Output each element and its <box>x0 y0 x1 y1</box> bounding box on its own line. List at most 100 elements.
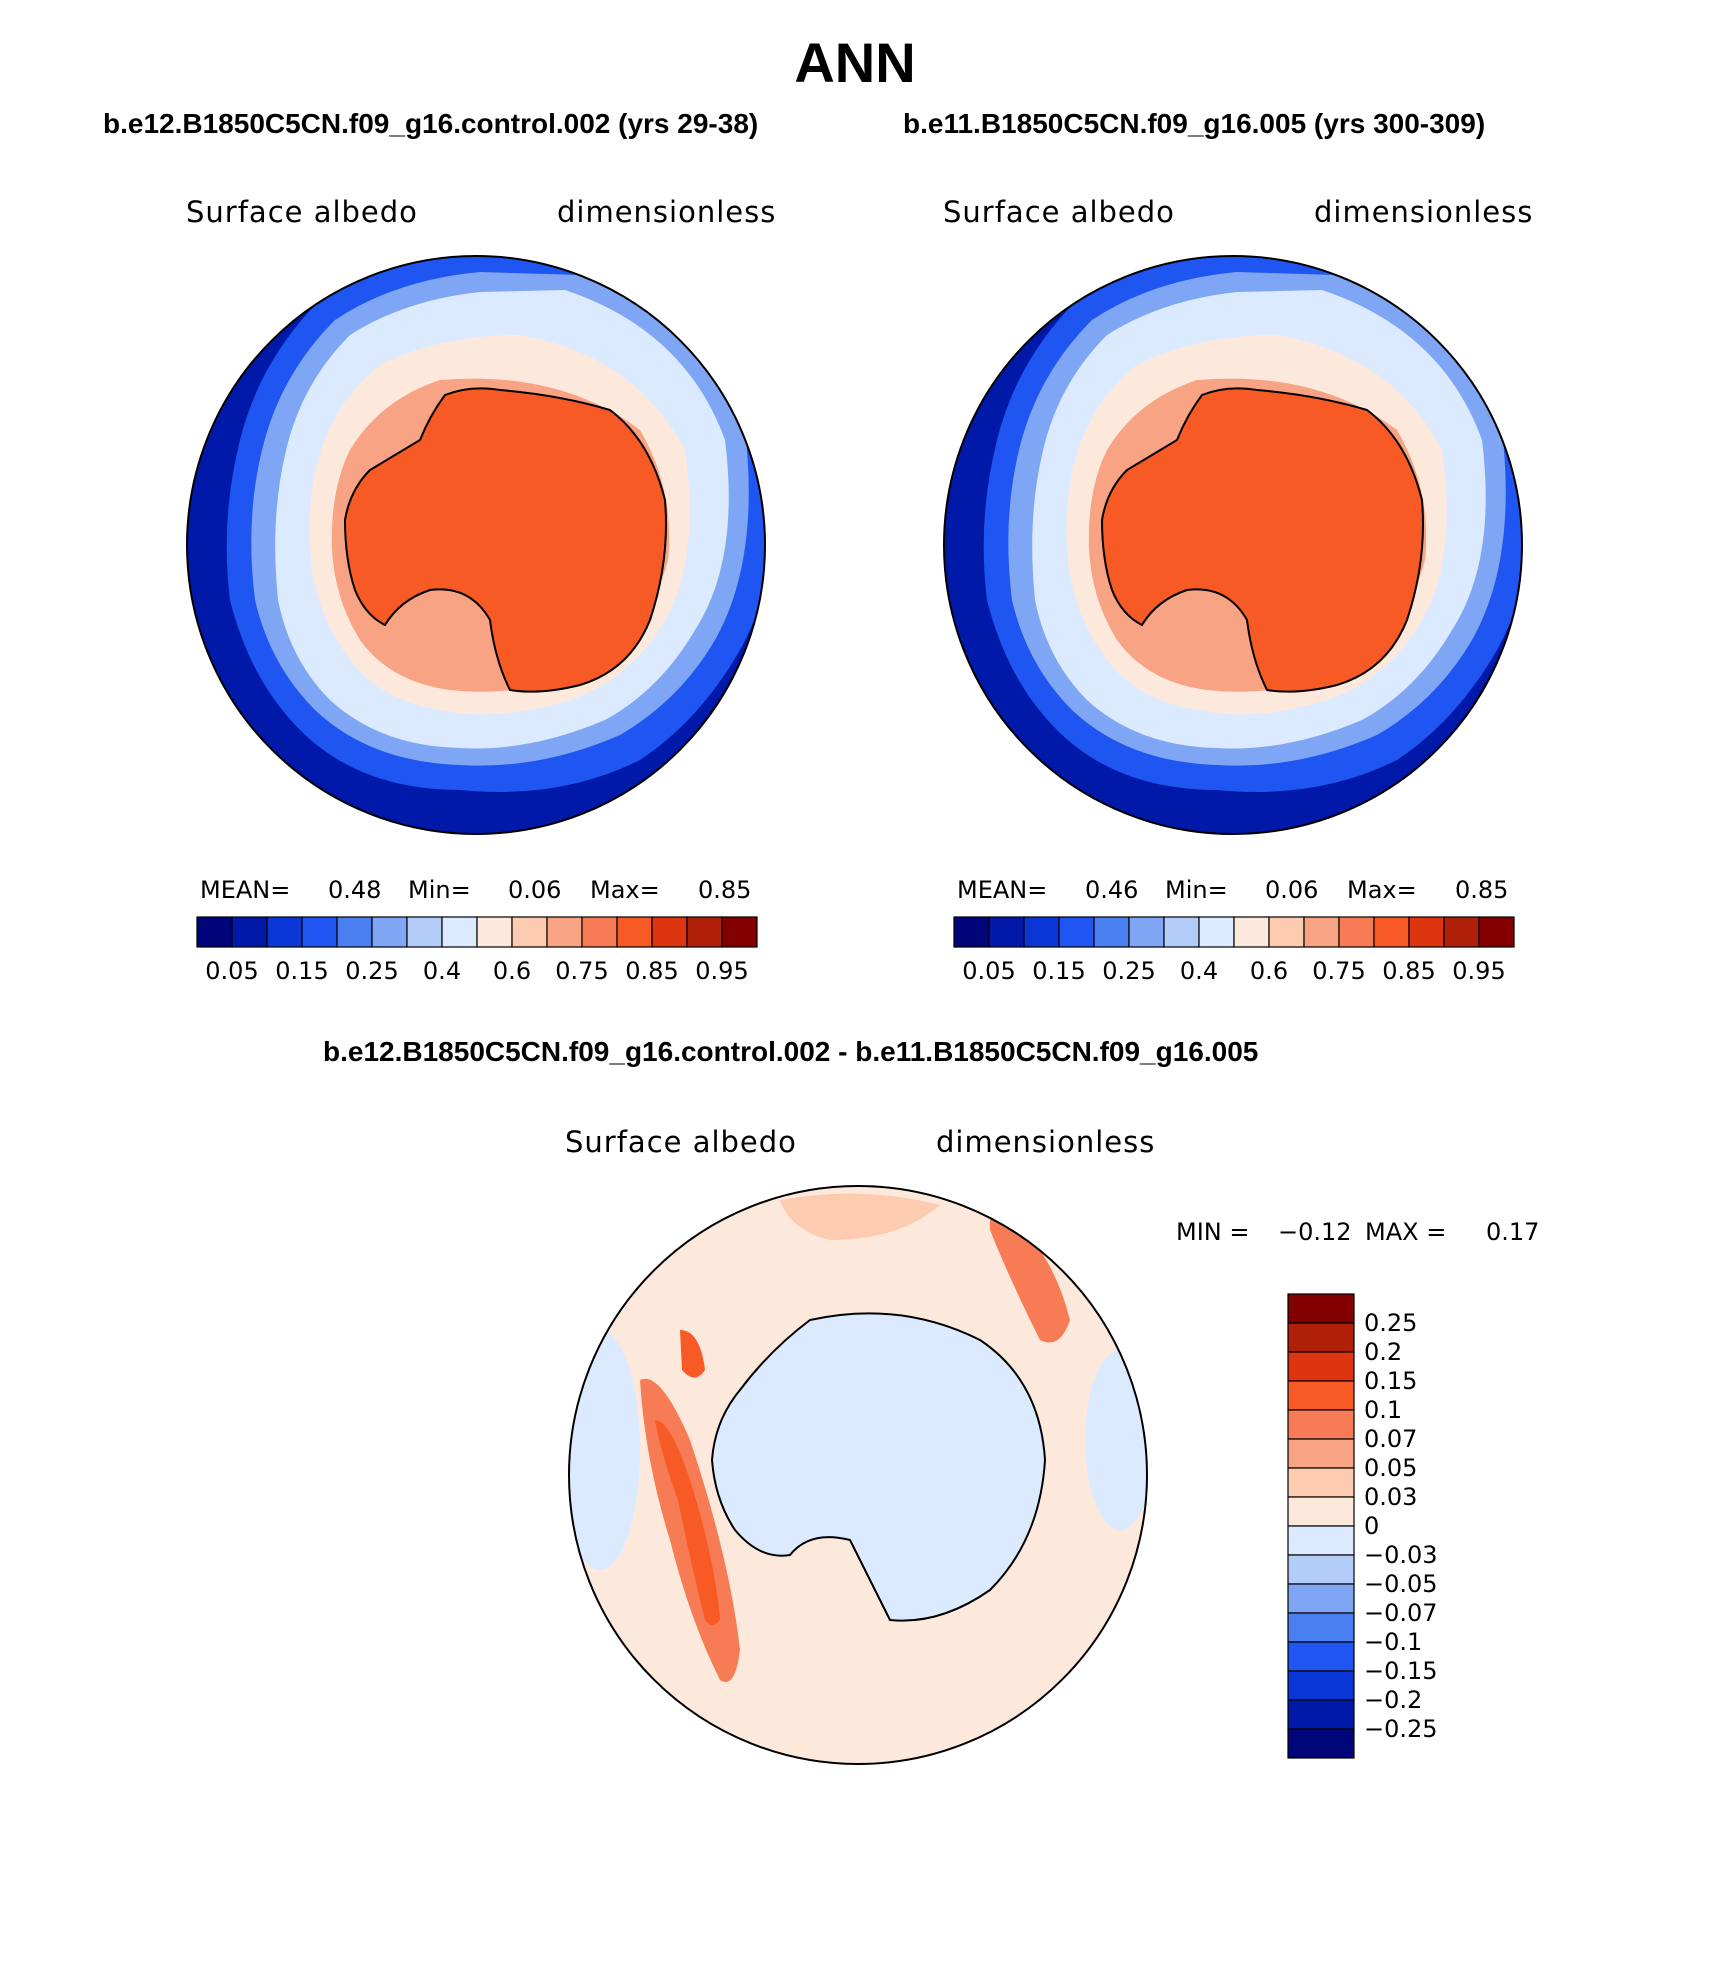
max-label-diff: MAX = <box>1365 1218 1447 1246</box>
colorbar-difference-swatch <box>1287 1322 1355 1353</box>
colorbar-left-swatch <box>546 916 583 948</box>
colorbar-left-swatch <box>511 916 548 948</box>
colorbar-left-swatch <box>476 916 513 948</box>
colorbar-difference-swatch <box>1287 1380 1355 1411</box>
colorbar-right-swatch <box>1093 916 1130 948</box>
colorbar-difference-tick-label: 0.03 <box>1364 1483 1418 1511</box>
min-value-right: 0.06 <box>1265 876 1319 904</box>
colorbar-left-swatch <box>406 916 443 948</box>
colorbar-difference-swatch <box>1287 1525 1355 1556</box>
colorbar-right-tick-label: 0.85 <box>1382 957 1436 985</box>
colorbar-difference-swatch <box>1287 1583 1355 1614</box>
colorbar-left-swatch <box>336 916 373 948</box>
variable-label-right: Surface albedo <box>943 195 1175 229</box>
colorbar-difference-tick-label: −0.15 <box>1364 1657 1438 1685</box>
colorbar-right-swatch <box>953 916 990 948</box>
mean-value-left: 0.48 <box>328 876 382 904</box>
colorbar-left-swatch <box>651 916 688 948</box>
colorbar-right-swatch <box>1198 916 1235 948</box>
min-label-right: Min= <box>1165 876 1228 904</box>
colorbar-left-swatch <box>301 916 338 948</box>
mean-label-right: MEAN= <box>957 876 1048 904</box>
colorbar-right-swatch <box>1023 916 1060 948</box>
case-title-left: b.e12.B1850C5CN.f09_g16.control.002 (yrs… <box>103 108 759 139</box>
colorbar-difference-tick-label: 0.05 <box>1364 1454 1418 1482</box>
max-value-left: 0.85 <box>698 876 752 904</box>
colorbar-right-swatch <box>1373 916 1410 948</box>
colorbar-left-swatch <box>231 916 268 948</box>
colorbar-difference-swatch <box>1287 1409 1355 1440</box>
colorbar-right-tick-label: 0.4 <box>1179 957 1219 985</box>
colorbar-right-tick-label: 0.25 <box>1102 957 1156 985</box>
colorbar-left-swatch <box>266 916 303 948</box>
colorbar-right-swatch <box>1408 916 1445 948</box>
mean-label-left: MEAN= <box>200 876 291 904</box>
colorbar-left-tick-label: 0.4 <box>422 957 462 985</box>
colorbar-left-tick-label: 0.05 <box>205 957 259 985</box>
colorbar-left-tick-label: 0.95 <box>695 957 749 985</box>
colorbar-right-swatch <box>988 916 1025 948</box>
colorbar-difference-tick-label: −0.2 <box>1364 1686 1423 1714</box>
colorbar-difference-swatch <box>1287 1728 1355 1759</box>
colorbar-right-swatch <box>1233 916 1270 948</box>
colorbar-difference-swatch <box>1287 1554 1355 1585</box>
colorbar-difference-tick-label: 0.25 <box>1364 1309 1418 1337</box>
min-label-diff: MIN = <box>1176 1218 1250 1246</box>
colorbar-left-tick-label: 0.15 <box>275 957 329 985</box>
colorbar-left-swatch <box>581 916 618 948</box>
colorbar-right-tick-label: 0.05 <box>962 957 1016 985</box>
colorbar-difference-tick-label: 0.2 <box>1364 1338 1403 1366</box>
colorbar-left-swatch <box>371 916 408 948</box>
colorbar-difference <box>1287 1293 1355 1759</box>
colorbar-difference-swatch <box>1287 1351 1355 1382</box>
colorbar-left-tick-label: 0.6 <box>492 957 532 985</box>
colorbar-difference-tick-label: −0.1 <box>1364 1628 1423 1656</box>
mean-value-right: 0.46 <box>1085 876 1139 904</box>
colorbar-right-swatch <box>1268 916 1305 948</box>
colorbar-left-swatch <box>686 916 723 948</box>
colorbar-right-tick-label: 0.95 <box>1452 957 1506 985</box>
colorbar-difference-tick-label: −0.25 <box>1364 1715 1438 1743</box>
colorbar-left <box>196 916 758 948</box>
colorbar-difference-tick-label: 0.07 <box>1364 1425 1418 1453</box>
max-value-diff: 0.17 <box>1486 1218 1540 1246</box>
colorbar-left-tick-label: 0.85 <box>625 957 679 985</box>
colorbar-difference-tick-label: 0.15 <box>1364 1367 1418 1395</box>
case-title-right: b.e11.B1850C5CN.f09_g16.005 (yrs 300-309… <box>903 108 1486 139</box>
colorbar-left-swatch <box>196 916 233 948</box>
colorbar-right-swatch <box>1303 916 1340 948</box>
colorbar-difference-swatch <box>1287 1467 1355 1498</box>
colorbar-left-swatch <box>616 916 653 948</box>
colorbar-difference-swatch <box>1287 1612 1355 1643</box>
colorbar-right-swatch <box>1058 916 1095 948</box>
figure-title: ANN <box>794 31 916 94</box>
min-label-left: Min= <box>408 876 471 904</box>
max-label-right: Max= <box>1347 876 1417 904</box>
colorbar-difference-tick-label: −0.07 <box>1364 1599 1438 1627</box>
colorbar-right-tick-label: 0.15 <box>1032 957 1086 985</box>
colorbar-right-swatch <box>1338 916 1375 948</box>
colorbar-left-swatch <box>721 916 758 948</box>
difference-title: b.e12.B1850C5CN.f09_g16.control.002 - b.… <box>323 1036 1259 1067</box>
colorbar-right-tick-label: 0.6 <box>1249 957 1289 985</box>
colorbar-difference-tick-label: 0.1 <box>1364 1396 1403 1424</box>
colorbar-difference-swatch <box>1287 1438 1355 1469</box>
colorbar-difference-swatch <box>1287 1496 1355 1527</box>
variable-label-diff: Surface albedo <box>565 1125 797 1159</box>
colorbar-difference-tick-label: 0 <box>1364 1512 1380 1540</box>
colorbar-difference-swatch <box>1287 1670 1355 1701</box>
max-label-left: Max= <box>590 876 660 904</box>
units-label-diff: dimensionless <box>936 1125 1156 1159</box>
min-value-diff: −0.12 <box>1278 1218 1352 1246</box>
max-value-right: 0.85 <box>1455 876 1509 904</box>
colorbar-difference-tick-label: −0.05 <box>1364 1570 1438 1598</box>
colorbar-difference-swatch <box>1287 1293 1355 1324</box>
units-label-right: dimensionless <box>1314 195 1534 229</box>
colorbar-right-tick-label: 0.75 <box>1312 957 1366 985</box>
variable-label-left: Surface albedo <box>186 195 418 229</box>
colorbar-right-swatch <box>1478 916 1515 948</box>
colorbar-difference-tick-label: −0.03 <box>1364 1541 1438 1569</box>
